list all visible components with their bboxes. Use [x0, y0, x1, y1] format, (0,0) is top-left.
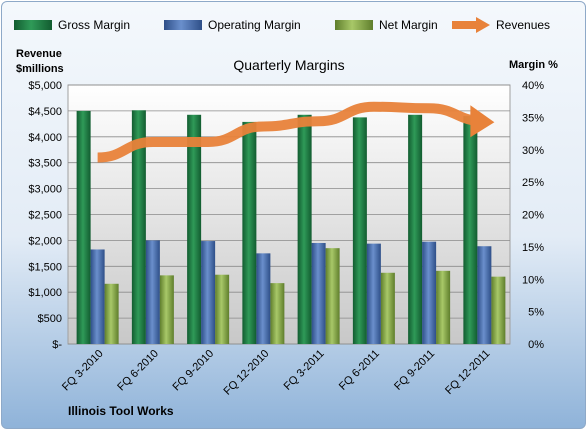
y-left-tick-label: $5,000: [28, 80, 62, 92]
legend-label: Revenues: [496, 18, 550, 32]
chart-footer: Illinois Tool Works: [68, 404, 174, 418]
y-right-label: Margin %: [509, 59, 558, 71]
bar-operating-margin: [90, 249, 105, 344]
y-left-tick-label: $2,000: [28, 235, 62, 247]
x-tick-label: FQ 9-2011: [392, 348, 437, 393]
x-tick-label: FQ 12-2011: [443, 348, 492, 397]
bar-gross-margin: [76, 110, 91, 345]
bar-gross-margin: [297, 114, 312, 344]
chart-title: Quarterly Margins: [233, 57, 344, 73]
y-left-tick-label: $4,500: [28, 106, 62, 118]
bar-gross-margin: [242, 121, 257, 344]
bar-gross-margin: [352, 117, 367, 344]
bar-gross-margin: [187, 114, 202, 344]
y-right-tick-label: 15%: [522, 242, 544, 254]
bar-net-margin: [380, 272, 395, 344]
y-right-tick-label: 30%: [522, 145, 544, 157]
bar-net-margin: [104, 283, 119, 344]
bar-operating-margin: [145, 240, 160, 344]
bar-operating-margin: [477, 246, 492, 344]
x-tick-label: FQ 12-2010: [222, 348, 272, 398]
y-right-tick-label: 0%: [528, 339, 544, 351]
legend-label: Operating Margin: [208, 18, 301, 32]
y-left-tick-label: $500: [38, 313, 62, 325]
y-left-tick-label: $3,500: [28, 158, 62, 170]
legend-swatch: [14, 20, 52, 30]
bar-operating-margin: [201, 241, 216, 344]
bar-net-margin: [215, 274, 230, 344]
bar-operating-margin: [366, 243, 381, 344]
y-right-tick-label: 40%: [522, 80, 544, 92]
bar-gross-margin: [408, 114, 423, 344]
legend-label: Gross Margin: [58, 18, 130, 32]
x-tick-label: FQ 3-2011: [282, 348, 327, 393]
y-right-tick-label: 5%: [528, 307, 544, 319]
x-tick-label: FQ 6-2010: [115, 348, 161, 394]
y-left-tick-label: $4,000: [28, 132, 62, 144]
y-left-label: Revenue: [16, 48, 62, 60]
y-right-tick-label: 35%: [522, 112, 544, 124]
revenue-arrowhead: [470, 105, 495, 138]
legend-label: Net Margin: [379, 18, 438, 32]
bar-net-margin: [491, 276, 506, 344]
y-left-label: $millions: [16, 63, 64, 75]
y-left-tick-label: $3,000: [28, 184, 62, 196]
y-right-tick-label: 10%: [522, 274, 544, 286]
bar-net-margin: [325, 248, 340, 344]
y-left-tick-label: $2,500: [28, 210, 62, 222]
y-left-tick-label: $-: [52, 339, 62, 351]
bar-gross-margin: [131, 110, 146, 344]
bar-net-margin: [159, 275, 174, 344]
y-left-tick-label: $1,000: [28, 287, 62, 299]
x-tick-label: FQ 6-2011: [337, 348, 382, 393]
bar-net-margin: [270, 283, 285, 344]
x-tick-label: FQ 9-2010: [171, 348, 217, 394]
bar-gross-margin: [463, 116, 478, 344]
bar-operating-margin: [311, 242, 326, 344]
revenue-line: [97, 101, 485, 163]
legend-swatch: [476, 17, 490, 33]
y-right-tick-label: 20%: [522, 210, 544, 222]
bar-net-margin: [436, 270, 451, 344]
bar-operating-margin: [422, 241, 437, 344]
legend-swatch: [164, 20, 202, 30]
legend-swatch: [335, 20, 373, 30]
y-right-tick-label: 25%: [522, 177, 544, 189]
bar-operating-margin: [256, 253, 271, 344]
x-tick-label: FQ 3-2010: [60, 348, 106, 394]
y-left-tick-label: $1,500: [28, 261, 62, 273]
